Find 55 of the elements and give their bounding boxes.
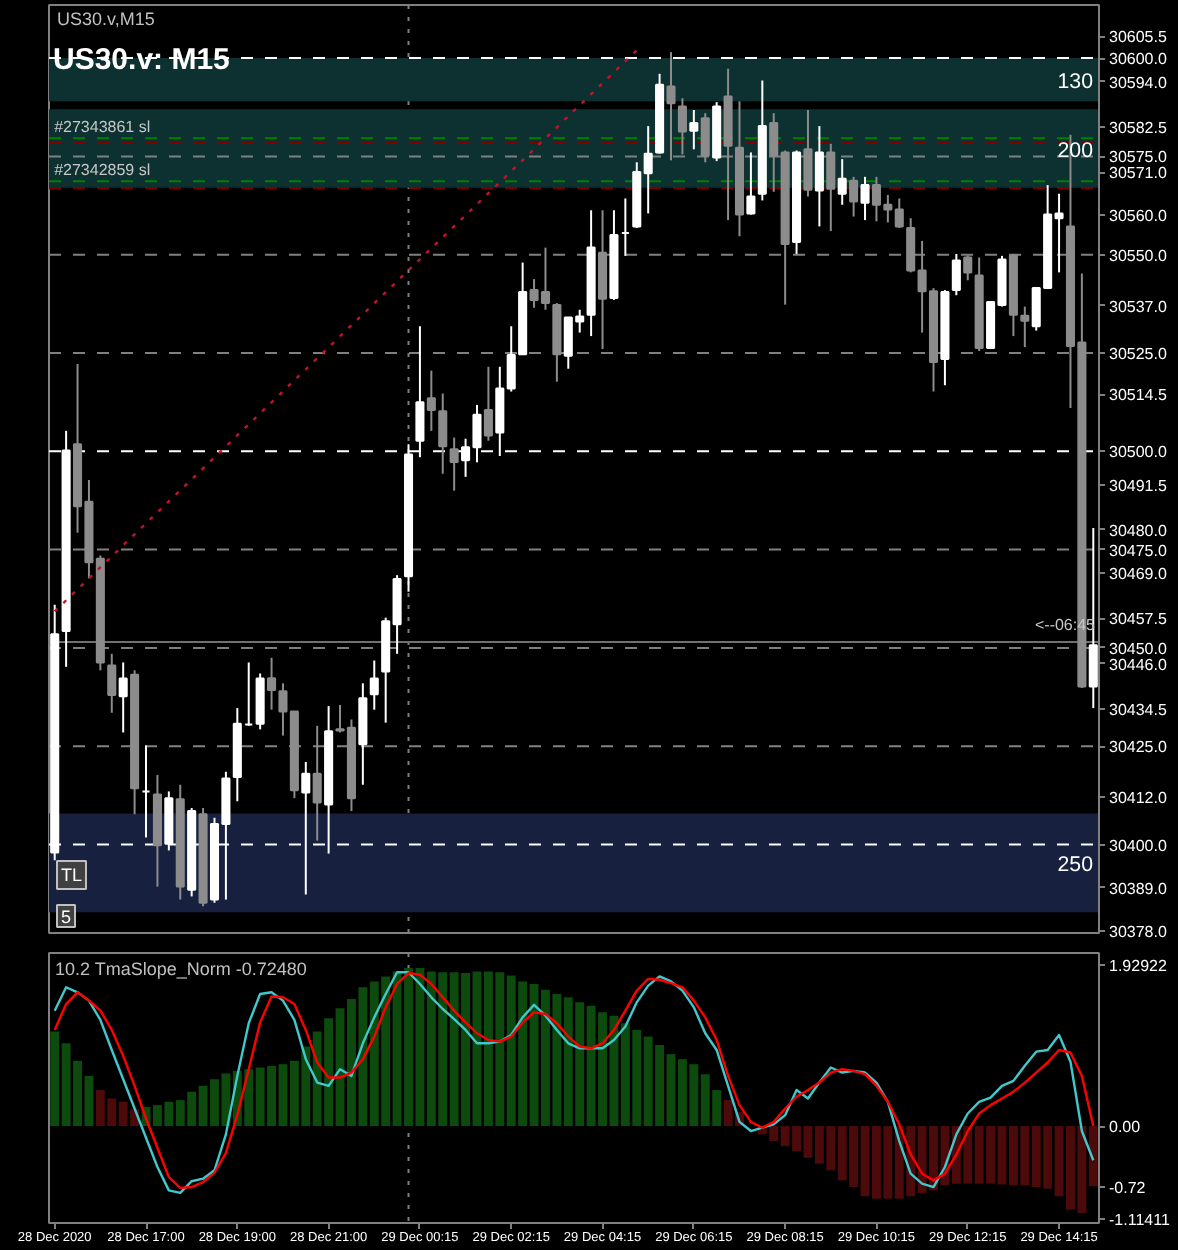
y-tick-label: 30434.5 — [1109, 700, 1168, 719]
annotation: #27343861 sl — [54, 118, 151, 137]
y-tick-label: 30582.5 — [1109, 118, 1168, 137]
candlestick — [358, 682, 368, 786]
candlestick — [814, 125, 824, 228]
candlestick — [369, 659, 379, 711]
y-tick-label: 30560.0 — [1109, 207, 1168, 226]
y-tick-label: 30480.0 — [1109, 521, 1168, 540]
candlestick — [118, 661, 128, 734]
y-tick-label: 30514.5 — [1109, 386, 1168, 405]
candlestick — [951, 252, 961, 297]
y-tick-label: 30457.5 — [1109, 610, 1168, 629]
candlestick — [483, 365, 493, 442]
y-tick-label: 30491.5 — [1109, 476, 1168, 495]
candlestick — [746, 151, 756, 216]
y-tick-label: 30605.5 — [1109, 28, 1168, 47]
ref-line-label: 30425.0 — [1109, 738, 1168, 757]
ref-line-label: 30600.0 — [1109, 50, 1168, 69]
y-tick-label: 30378.0 — [1109, 923, 1168, 942]
y-tick-label: 0.00 — [1109, 1118, 1142, 1137]
ref-line-label: 30500.0 — [1109, 443, 1168, 462]
y-tick-label: 30412.0 — [1109, 789, 1168, 808]
ref-line-label: 30575.0 — [1109, 148, 1168, 167]
band-label: 130 — [1057, 69, 1094, 94]
ref-line-label: 30450.0 — [1109, 639, 1168, 658]
ref-line-label: 30400.0 — [1109, 836, 1168, 855]
chart-subtitle: US30.v,M15 — [57, 9, 155, 29]
band-label: 250 — [1057, 852, 1094, 877]
y-tick-label: -1.11411 — [1109, 1211, 1171, 1230]
candlestick — [837, 158, 847, 206]
candlestick — [255, 672, 265, 731]
annotation: TL — [61, 865, 83, 885]
band-label: 200 — [1057, 138, 1094, 163]
annotation: #27342859 sl — [54, 161, 151, 180]
candlestick — [301, 760, 311, 896]
y-tick-label: 30389.0 — [1109, 879, 1168, 898]
candlestick — [449, 436, 459, 492]
ref-line-label: 30475.0 — [1109, 541, 1168, 560]
candlestick — [849, 175, 859, 218]
ref-line-label: 30550.0 — [1109, 246, 1168, 265]
annotation: 5 — [61, 907, 72, 927]
candlestick — [689, 108, 699, 151]
candlestick — [107, 652, 117, 714]
candlestick — [860, 175, 870, 222]
y-tick-label: 30537.0 — [1109, 297, 1168, 316]
y-tick-label: 30571.0 — [1109, 164, 1168, 183]
chart-title: 10.2 TmaSlope_Norm -0.72480 — [55, 959, 307, 979]
candlestick — [438, 392, 448, 475]
ref-line-label: 30525.0 — [1109, 345, 1168, 363]
y-tick-label: 1.92922 — [1109, 956, 1168, 975]
y-tick-label: -0.72 — [1109, 1178, 1147, 1197]
y-tick-label: 30469.0 — [1109, 565, 1168, 584]
y-tick-label: 30446.0 — [1109, 655, 1168, 674]
candlestick — [426, 369, 436, 432]
y-tick-label: 30594.0 — [1109, 73, 1168, 92]
